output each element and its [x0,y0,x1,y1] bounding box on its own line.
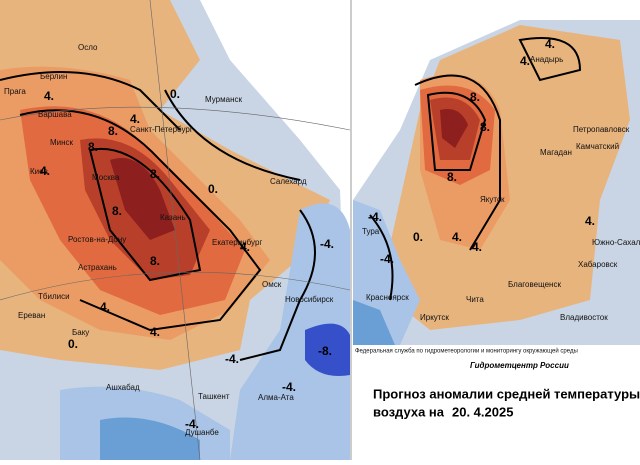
city-label: Владивосток [560,313,608,322]
contour-label: 0. [208,182,218,196]
contour-label: 4. [40,164,50,178]
contour-label: 8. [150,167,160,181]
contour-label: 4. [545,37,555,51]
city-label: Казань [160,213,186,222]
city-label: Хабаровск [578,260,618,269]
city-label: Минск [50,138,74,147]
contour-label: 4. [452,230,462,244]
city-label: Киев [30,167,48,176]
contour-label: 0. [170,87,180,101]
city-label: Якутск [480,195,505,204]
contour-label: -8. [318,344,332,358]
contour-label: 4. [150,325,160,339]
city-label: Омск [262,280,282,289]
contour-label: 4. [520,54,530,68]
contour-label: -4. [320,237,334,251]
city-label: Прага [4,87,26,96]
city-label: Магадан [540,148,572,157]
city-label: Москва [92,173,120,182]
contour-label: 8. [150,254,160,268]
city-label: Петропавловск [573,125,630,134]
contour-label: 8. [447,170,457,184]
city-label: Екатеринбург [212,238,262,247]
contour-label: 4. [585,214,595,228]
contour-label: -4. [225,352,239,366]
contour-label: 4. [44,89,54,103]
city-label: Варшава [38,110,72,119]
city-label: Тура [362,227,380,236]
city-label: Ашхабад [106,383,140,392]
city-label: Красноярск [366,293,409,302]
agency: Федеральная служба по гидрометеорологии … [355,348,578,355]
contour-label: -4. [368,210,382,224]
city-label: Анадырь [530,55,563,64]
city-label: Алма-Ата [258,393,294,402]
city-label: Ереван [18,311,45,320]
city-label: Новосибирск [285,295,334,304]
city-label: Салехард [270,177,307,186]
city-label: Иркутск [420,313,449,322]
contour-label: 8. [470,90,480,104]
title-line2: воздуха на [373,404,445,419]
contour-label: -4. [380,252,394,266]
contour-label: 0. [413,230,423,244]
city-label: Астрахань [78,263,117,272]
contour-label: -4. [282,380,296,394]
right-map [353,0,640,345]
contour-label: 4. [100,300,110,314]
title-line1: Прогноз аномалии средней температуры [373,386,640,401]
city-label: Осло [78,43,98,52]
city-label: Камчатский [576,142,619,151]
date: 20. 4.2025 [452,404,513,419]
city-label: Тбилиси [38,292,70,301]
contour-label: 4. [240,240,250,254]
contour-label: 8. [112,204,122,218]
city-label: Южно-Сахалинск [592,238,640,247]
city-label: Баку [72,328,89,337]
city-label: Чита [466,295,484,304]
city-label: Берлин [40,72,67,81]
contour-label: 4. [130,112,140,126]
contour-label: 4. [472,240,482,254]
city-label: Благовещенск [508,280,561,289]
contour-label: -4. [185,417,199,431]
left-map [0,0,350,460]
contour-label: 8. [108,124,118,138]
city-label: Ташкент [198,392,230,401]
city-label: Душанбе [185,428,219,437]
city-label: Мурманск [205,95,242,104]
city-label: Санкт-Петербург [130,125,193,134]
contour-label: 8. [480,120,490,134]
contour-label: 8. [88,140,98,154]
contour-label: 0. [68,337,78,351]
city-label: Ростов-на-Дону [68,235,126,244]
center: Гидрометцентр России [470,361,569,370]
